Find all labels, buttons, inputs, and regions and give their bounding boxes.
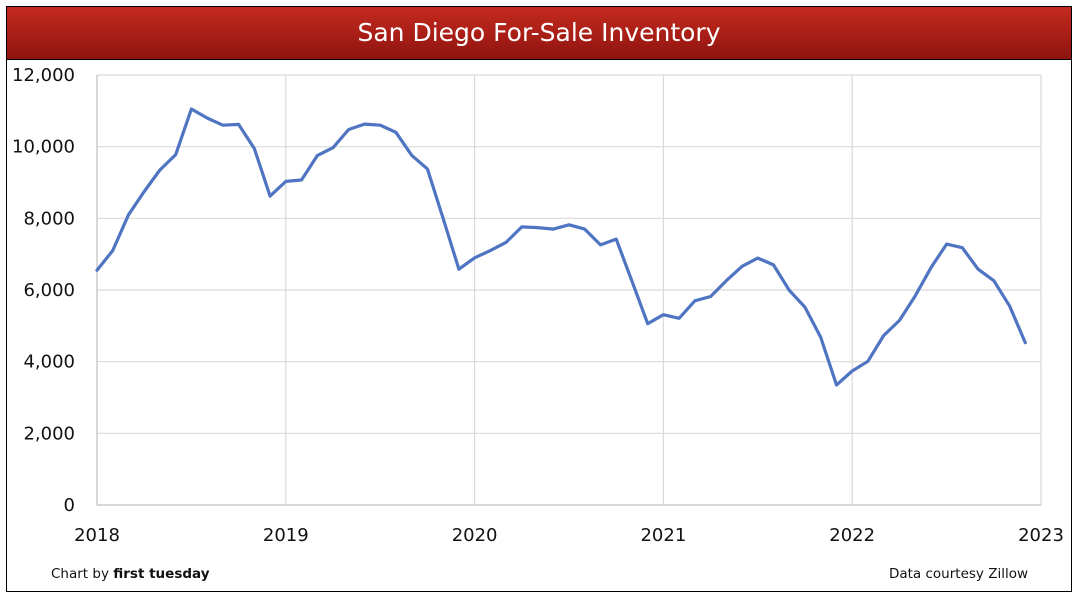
- y-tick-label: 12,000: [12, 65, 75, 86]
- y-tick-label: 10,000: [12, 137, 75, 158]
- x-tick-label: 2021: [640, 525, 686, 546]
- x-tick-label: 2022: [829, 525, 875, 546]
- x-tick-label: 2018: [74, 525, 120, 546]
- chart-credit-prefix: Chart by: [51, 566, 114, 582]
- y-tick-label: 4,000: [23, 352, 75, 373]
- x-tick-label: 2020: [452, 525, 498, 546]
- x-tick-label: 2023: [1018, 525, 1064, 546]
- chart-credit: Chart by first tuesday: [51, 566, 210, 582]
- y-tick-label: 2,000: [23, 423, 75, 444]
- x-tick-label: 2019: [263, 525, 309, 546]
- data-source: Data courtesy Zillow: [888, 566, 1028, 582]
- y-tick-label: 0: [64, 495, 75, 516]
- chart-credit-brand: first tuesday: [113, 566, 210, 582]
- y-tick-label: 8,000: [23, 208, 75, 229]
- chart-frame: San Diego For-Sale Inventory: [6, 6, 1072, 592]
- series-line: [95, 107, 1027, 387]
- chart-title: San Diego For-Sale Inventory: [7, 7, 1071, 60]
- y-tick-label: 6,000: [23, 280, 75, 301]
